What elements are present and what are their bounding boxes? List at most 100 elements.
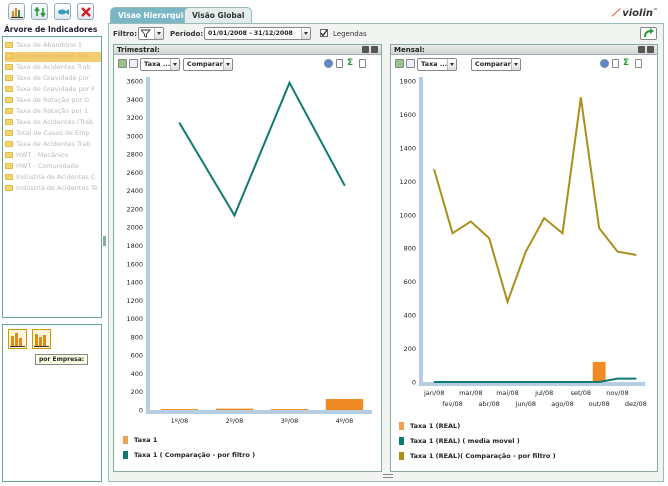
x-tick-label: 4º/08 xyxy=(336,417,354,425)
delete-icon xyxy=(81,7,91,17)
tree-item[interactable]: Taxa de Acidentes Trab xyxy=(5,140,101,150)
quarterly-toolbar: Taxa ... Comparar Σ xyxy=(114,57,381,71)
filter-label: Filtro: xyxy=(113,30,137,38)
globe-dropdown-icon[interactable] xyxy=(612,59,619,68)
bottom-splitter[interactable] xyxy=(383,474,393,478)
y-tick-label: 1400 xyxy=(399,144,416,152)
y-tick-label: 1000 xyxy=(399,211,416,219)
data-point xyxy=(561,381,564,383)
logo-text: violin xyxy=(622,8,653,19)
tree-item[interactable]: HWT - Mecânico xyxy=(5,151,101,161)
sigma-icon[interactable]: Σ xyxy=(623,58,630,68)
y-tick-label: 2600 xyxy=(126,169,143,177)
data-point xyxy=(288,82,291,84)
y-tick-label: 1600 xyxy=(126,260,143,268)
fish-icon xyxy=(58,9,69,15)
group-chart-button-2[interactable] xyxy=(32,329,51,349)
bar xyxy=(325,399,364,410)
tree-item[interactable]: Desconhecimento Tela xyxy=(5,52,101,62)
legend-swatch-teal xyxy=(123,451,128,459)
folder-icon xyxy=(5,130,13,136)
data-point xyxy=(616,250,619,253)
tree-item[interactable]: Indústria de Acidentes C xyxy=(5,173,101,183)
tree-item[interactable]: Taxa de Gravidade por F xyxy=(5,85,101,95)
data-point xyxy=(488,381,490,383)
image-icon[interactable] xyxy=(395,59,404,68)
group-chart-button-1[interactable] xyxy=(8,329,27,349)
legend-item-comparacao: Taxa 1 (REAL)( Comparação - por filtro ) xyxy=(399,452,556,460)
tree-item-label: Total de Casos de Emp xyxy=(16,129,90,137)
folder-icon xyxy=(5,64,13,70)
y-tick-label: 800 xyxy=(404,245,416,253)
y-tick-label: 3200 xyxy=(126,114,143,122)
tree-item[interactable]: Total de Casos de Emp xyxy=(5,129,101,139)
bar xyxy=(160,409,199,410)
sigma-dropdown-icon[interactable] xyxy=(635,59,642,68)
tab-visao-global[interactable]: Visão Global xyxy=(184,7,253,23)
folder-icon xyxy=(5,97,13,103)
tree-item-label: HWT - Mecânico xyxy=(16,151,69,159)
apply-button[interactable] xyxy=(640,27,657,40)
monthly-chart: 0 200 400 600 800 1000 1200 1400 1600 1800 jan/08 f… xyxy=(399,77,647,408)
minimize-button[interactable] xyxy=(362,46,369,53)
legend-checkbox[interactable] xyxy=(320,29,328,37)
delete-button[interactable] xyxy=(77,3,94,20)
y-tick-label: 3000 xyxy=(126,132,143,140)
minimize-button[interactable] xyxy=(638,46,645,53)
sigma-dropdown-icon[interactable] xyxy=(359,59,366,68)
tree-item-label: Taxa de Acidentes (Trab xyxy=(16,118,94,126)
series-line xyxy=(434,377,636,383)
globe-icon[interactable] xyxy=(324,59,333,68)
folder-icon xyxy=(5,86,13,92)
tree-item[interactable]: Taxa de Rotação por O xyxy=(5,96,101,106)
tree-item[interactable]: Taxa de Acidentes (Trab xyxy=(5,118,101,128)
close-button[interactable] xyxy=(371,46,378,53)
legend-label: Legendas xyxy=(333,30,367,38)
tree-item[interactable]: Taxa de Abandono 1 xyxy=(5,41,101,51)
sigma-icon[interactable]: Σ xyxy=(347,58,354,68)
indicator-tree[interactable]: Taxa de Abandono 1 Desconhecimento Tela Ta… xyxy=(2,36,102,318)
measure-select[interactable]: Taxa ... xyxy=(140,58,180,71)
document-icon[interactable] xyxy=(129,59,138,68)
folder-icon xyxy=(5,185,13,191)
document-icon[interactable] xyxy=(406,59,415,68)
legend-item-comparacao: Taxa 1 ( Comparação - por filtro ) xyxy=(123,451,255,459)
bar xyxy=(270,409,309,410)
legend-swatch-olive xyxy=(399,452,404,460)
filter-select[interactable] xyxy=(138,27,164,40)
data-point xyxy=(506,300,509,303)
bar-chart-icon xyxy=(34,334,49,347)
measure-select[interactable]: Taxa ... xyxy=(417,58,457,71)
folder-icon xyxy=(5,141,13,147)
refresh-button[interactable] xyxy=(31,3,48,20)
data-point xyxy=(543,381,545,383)
period-select[interactable]: 01/01/2008 - 31/12/2008 xyxy=(204,27,311,40)
y-tick-label: 600 xyxy=(404,278,416,286)
tree-item-label: Taxa de Gravidade por F xyxy=(16,85,96,93)
close-button[interactable] xyxy=(647,46,654,53)
tree-item[interactable]: Indústria de Acidentes Té xyxy=(5,184,101,194)
x-tick-label: mai/08 xyxy=(496,389,519,397)
tree-item[interactable]: Taxa de Acidentes Trab xyxy=(5,63,101,73)
globe-dropdown-icon[interactable] xyxy=(336,59,343,68)
compare-value: Comparar xyxy=(475,60,511,68)
panel-splitter[interactable] xyxy=(103,236,106,246)
compare-select[interactable]: Comparar xyxy=(183,58,233,71)
tree-item[interactable]: Taxa de Gravidade por xyxy=(5,74,101,84)
y-tick-label: 1200 xyxy=(399,178,416,186)
bar-chart-icon xyxy=(10,333,25,347)
x-tick-label: abr/08 xyxy=(479,400,500,408)
y-tick-label: 1800 xyxy=(399,78,416,86)
x-tick-label: set/08 xyxy=(571,389,591,397)
chart-button[interactable] xyxy=(8,3,25,20)
bar xyxy=(215,408,254,410)
legend-label: Taxa 1 xyxy=(134,436,158,444)
data-point xyxy=(433,381,435,383)
x-axis-bar xyxy=(423,382,645,386)
tree-item[interactable]: HWT - Comunidade xyxy=(5,162,101,172)
compare-select[interactable]: Comparar xyxy=(471,58,521,71)
globe-icon[interactable] xyxy=(600,59,609,68)
tree-item[interactable]: Taxa de Rotação por 1 xyxy=(5,107,101,117)
fish-button[interactable] xyxy=(54,3,71,20)
image-icon[interactable] xyxy=(118,59,127,68)
